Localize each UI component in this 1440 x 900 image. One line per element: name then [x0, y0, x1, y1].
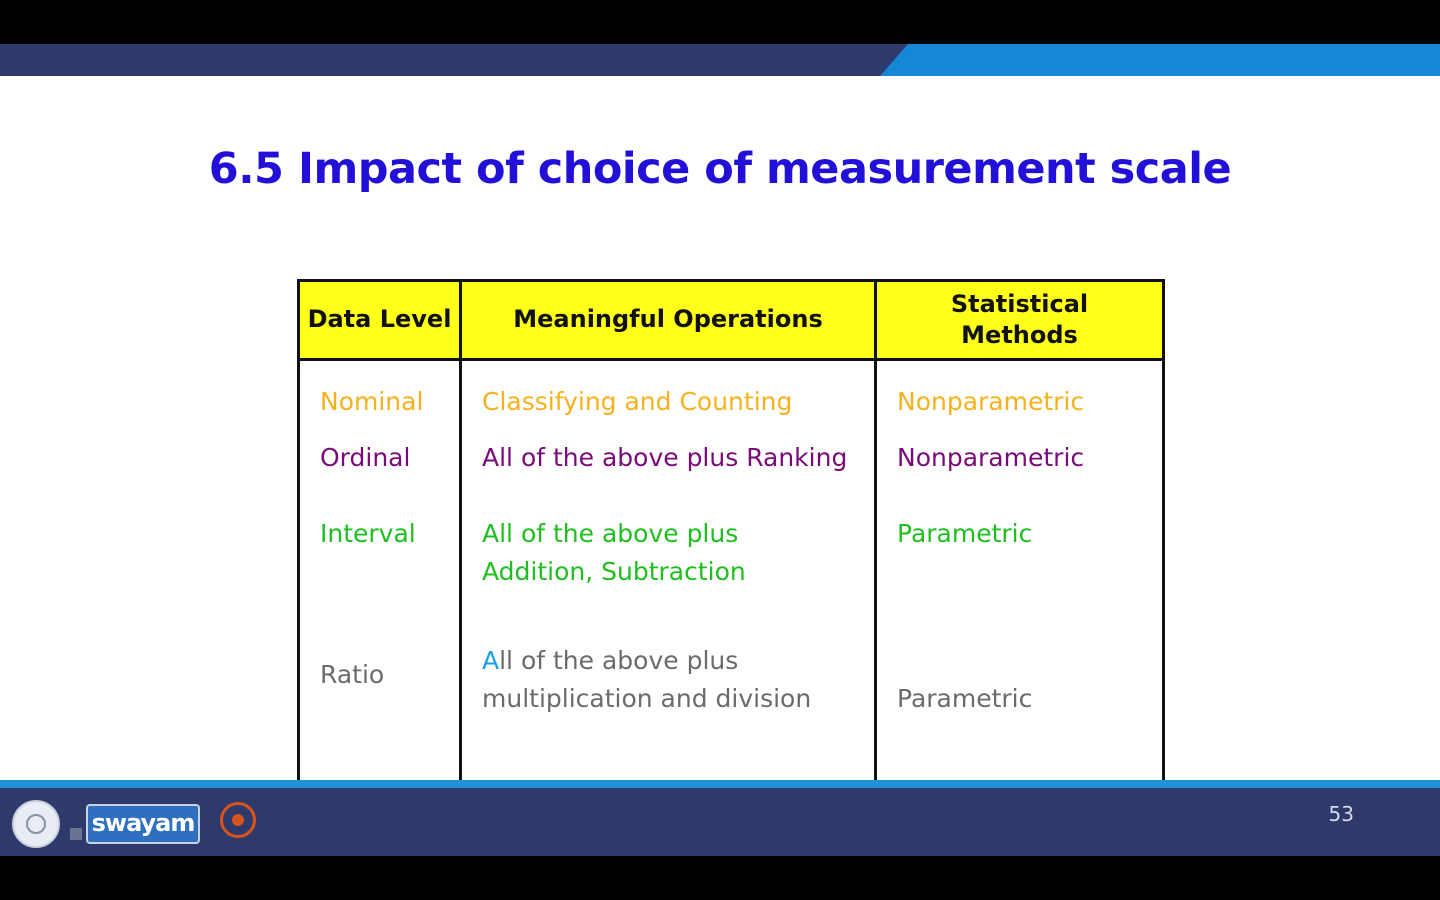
emblem-logo-icon [12, 800, 60, 848]
method-cell: Parametric [874, 515, 1165, 630]
method-cell: Nonparametric [874, 439, 1165, 515]
level-cell: Interval [297, 515, 462, 630]
header-meaningful-operations: Meaningful Operations [459, 279, 877, 361]
table-row: Ratio All of the above plus multiplicati… [297, 630, 1165, 803]
measurement-scale-table: Data Level Meaningful Operations Statist… [297, 279, 1165, 803]
operations-line2: Addition, Subtraction [482, 557, 746, 586]
table-row: Nominal Classifying and Counting Nonpara… [297, 359, 1165, 439]
header-methods-line1: Statistical [950, 289, 1089, 318]
table-row: Interval All of the above plus Addition,… [297, 515, 1165, 630]
method-cell: Nonparametric [874, 359, 1165, 439]
operations-cell: All of the above plus multiplication and… [459, 630, 877, 803]
header-statistical-methods: Statistical Methods [874, 279, 1165, 361]
level-cell: Ratio [297, 630, 462, 803]
slide: 6.5 Impact of choice of measurement scal… [0, 44, 1440, 856]
operations-cell: All of the above plus Ranking [459, 439, 877, 515]
operations-cell: Classifying and Counting [459, 359, 877, 439]
level-text: Ratio [320, 660, 385, 689]
header-data-level: Data Level [297, 279, 462, 361]
top-band-accent [880, 44, 1440, 76]
method-cell: Parametric [874, 630, 1165, 803]
table-header-row: Data Level Meaningful Operations Statist… [297, 279, 1165, 361]
operations-line2: multiplication and division [482, 684, 812, 713]
level-cell: Nominal [297, 359, 462, 439]
level-cell: Ordinal [297, 439, 462, 515]
swayam-logo: swayam [86, 804, 200, 844]
small-square-icon [70, 828, 82, 840]
slide-title: 6.5 Impact of choice of measurement scal… [208, 144, 1232, 194]
operations-line1: All of the above plus [482, 519, 739, 548]
header-methods-line2: Methods [961, 321, 1078, 349]
operations-line1: ll of the above plus [499, 646, 739, 675]
table-row: Ordinal All of the above plus Ranking No… [297, 439, 1165, 515]
operations-cell: All of the above plus Addition, Subtract… [459, 515, 877, 630]
cursor-highlight-letter: A [482, 646, 500, 675]
nptel-logo-icon [220, 802, 256, 838]
footer-band: swayam 53 [0, 788, 1440, 856]
bottom-stripe [0, 780, 1440, 788]
page-number: 53 [1328, 802, 1354, 826]
